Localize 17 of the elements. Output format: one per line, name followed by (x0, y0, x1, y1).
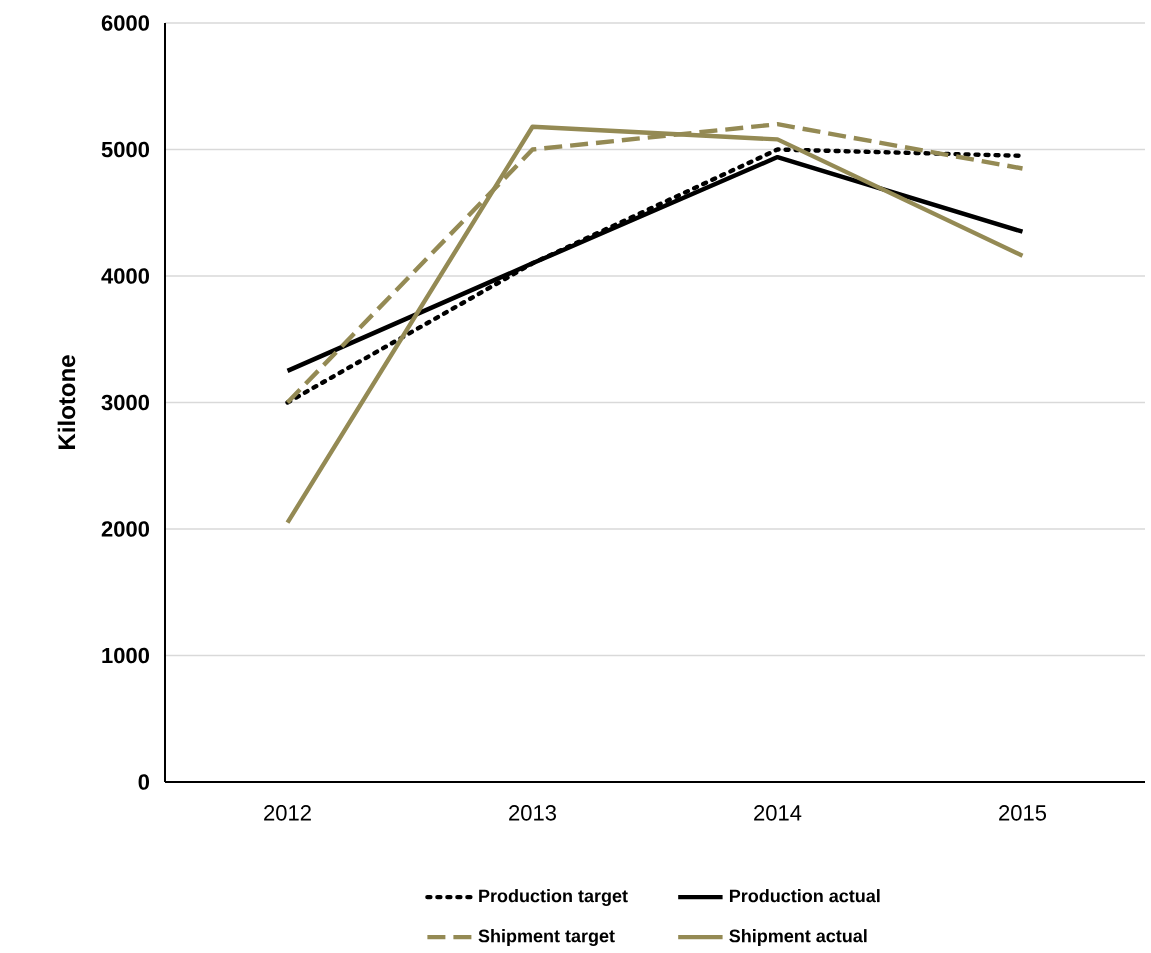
legend-label: Shipment actual (729, 929, 867, 946)
y-tick-label: 0 (138, 774, 150, 790)
x-tick-label: 2013 (509, 805, 556, 821)
legend-label: Production actual (729, 889, 880, 903)
y-tick-label: 2000 (101, 521, 150, 537)
legend-label: Shipment target (478, 929, 615, 946)
y-axis-title: Kilotone (57, 355, 76, 449)
y-tick-label: 4000 (101, 268, 150, 284)
x-tick-label: 2014 (754, 805, 802, 821)
x-tick-label: 2012 (264, 805, 311, 821)
line-series (285, 124, 1025, 525)
y-tick-label: 5000 (101, 141, 150, 158)
x-tick-label: 2015 (999, 805, 1047, 821)
y-tick-label: 3000 (101, 394, 150, 411)
y-tick-label: 1000 (102, 647, 150, 664)
y-tick-label: 6000 (101, 15, 150, 31)
legend-label: Production target (479, 889, 628, 906)
